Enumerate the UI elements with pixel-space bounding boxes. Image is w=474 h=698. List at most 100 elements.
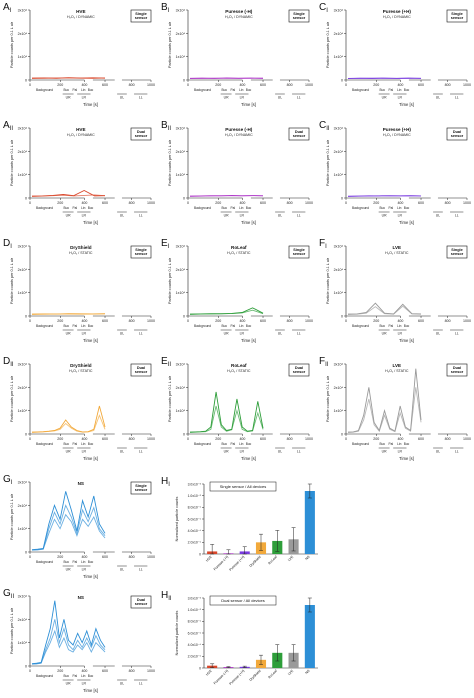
group-label: UL	[120, 682, 124, 686]
chart-title: Dual sensor / All devices	[221, 598, 265, 603]
x-tick-label: 1000	[305, 201, 313, 205]
group-label: UL	[436, 450, 440, 454]
phase-label: Background	[36, 88, 53, 92]
y-tick-label: 1x10⁴	[18, 527, 28, 531]
panel-label: BI	[161, 2, 170, 14]
data-series-line	[31, 513, 106, 551]
phase-label: Buc	[404, 206, 410, 210]
x-axis-title: Time [s]	[399, 102, 414, 107]
panel-d-ii: DII 0 1x10⁴ 2x10⁴ 3x10⁴ Particle counts per 0…	[0, 354, 158, 466]
group-label: LL	[455, 450, 459, 454]
panel-label: AI	[3, 2, 12, 14]
phase-label: Background	[352, 442, 369, 446]
group-label: UR	[382, 214, 387, 218]
x-tick-label: 400	[397, 437, 403, 441]
phase-label: Lin	[239, 206, 243, 210]
phase-label: Pal	[388, 88, 393, 92]
y-tick-label: 0	[183, 79, 185, 83]
group-label: UR	[66, 96, 71, 100]
category-label: RoLeaf	[267, 669, 278, 680]
phase-label: Buc	[404, 88, 410, 92]
chart-title: Puresse (-H)	[225, 9, 253, 14]
x-axis-title: Time [s]	[83, 220, 98, 225]
sensor-label: Dual sensor	[293, 130, 306, 138]
y-tick-label: 1.0x10⁻⁵	[188, 608, 202, 612]
x-tick-label: 400	[239, 437, 245, 441]
phase-label: Pal	[388, 206, 393, 210]
x-tick-label: 400	[81, 201, 87, 205]
x-tick-label: 400	[239, 319, 245, 323]
y-axis-title: Normalized particle counts	[175, 497, 179, 542]
panel-e-ii: EII 0 1x10⁴ 2x10⁴ 3x10⁴ Particle counts per 0…	[158, 354, 316, 466]
x-tick-label: 600	[260, 437, 266, 441]
group-label: UR	[224, 96, 229, 100]
sensor-label: Single sensor	[451, 12, 464, 20]
y-tick-label: 2x10⁴	[334, 268, 344, 272]
x-tick-label: 600	[418, 437, 424, 441]
x-tick-label: 600	[102, 201, 108, 205]
category-label: DryShield	[248, 669, 261, 682]
line-chart: EI 0 1x10⁴ 2x10⁴ 3x10⁴ Particle counts per 0.…	[161, 238, 313, 343]
y-tick-label: 1x10⁴	[176, 55, 186, 59]
chart-subtitle: H₂O₂ / DYNAMIC	[67, 15, 95, 19]
y-tick-label: 2x10⁴	[176, 32, 186, 36]
group-label: UR	[66, 332, 71, 336]
x-tick-label: 1000	[463, 319, 471, 323]
category-label: NS	[304, 554, 311, 561]
x-axis-title: Time [s]	[83, 338, 98, 343]
group-label: UL	[120, 450, 124, 454]
sensor-label: Dual sensor	[293, 366, 306, 374]
y-tick-label: 0	[199, 552, 201, 556]
panel-a-i: AI 0 1x10⁴ 2x10⁴ 3x10⁴ Particle counts per 0.…	[0, 0, 158, 112]
sensor-box	[130, 9, 152, 23]
data-series-line	[31, 504, 106, 551]
group-label: UL	[278, 450, 282, 454]
phase-label: Buc	[404, 324, 410, 328]
x-tick-label: 0	[29, 555, 31, 559]
y-tick-label: 2x10⁴	[18, 504, 28, 508]
y-tick-label: 3x10⁴	[18, 9, 28, 13]
sensor-box	[446, 245, 468, 259]
x-tick-label: 1000	[147, 83, 155, 87]
chart-subtitle: H₂O₂ / DYNAMIC	[383, 133, 411, 137]
x-tick-label: 800	[445, 83, 451, 87]
phase-label: Lin	[397, 324, 401, 328]
x-tick-label: 400	[239, 201, 245, 205]
panel-c-i: CI 0 1x10⁴ 2x10⁴ 3x10⁴ Particle counts per 0.…	[316, 0, 474, 112]
y-tick-label: 2x10⁴	[176, 386, 186, 390]
x-tick-label: 1000	[147, 319, 155, 323]
phase-label: Buc	[246, 206, 252, 210]
y-axis-title: Particle counts per 0.1 L air	[10, 139, 14, 186]
x-axis-title: Time [s]	[241, 220, 256, 225]
sensor-box	[446, 127, 468, 141]
x-tick-label: 200	[373, 319, 379, 323]
group-label: UR	[224, 450, 229, 454]
x-tick-label: 0	[345, 437, 347, 441]
chart-title: DryShield	[70, 245, 92, 250]
panel-g-i: GI 0 1x10⁴ 2x10⁴ 3x10⁴ Particle counts per 0.…	[0, 472, 158, 584]
x-tick-label: 0	[187, 201, 189, 205]
panel-label: FI	[319, 238, 327, 250]
y-tick-label: 2x10⁴	[18, 32, 28, 36]
phase-label: Pal	[230, 88, 235, 92]
line-chart: AI 0 1x10⁴ 2x10⁴ 3x10⁴ Particle counts per 0.…	[3, 2, 155, 107]
panel-label: EII	[161, 356, 171, 368]
y-tick-label: 0	[341, 315, 343, 319]
x-tick-label: 400	[81, 319, 87, 323]
group-label: LL	[297, 450, 301, 454]
y-tick-label: 1x10⁴	[176, 173, 186, 177]
y-tick-label: 4.0x10⁻⁶	[188, 529, 202, 533]
x-tick-label: 400	[81, 555, 87, 559]
data-series-line	[347, 195, 422, 197]
line-chart: GI 0 1x10⁴ 2x10⁴ 3x10⁴ Particle counts per 0.…	[3, 474, 155, 579]
bar	[304, 491, 315, 554]
chart-title: NS	[78, 595, 84, 600]
sensor-box	[446, 9, 468, 23]
group-label: LR	[240, 450, 245, 454]
x-tick-label: 1000	[305, 319, 313, 323]
y-tick-label: 1x10⁴	[334, 291, 344, 295]
group-label: LR	[240, 214, 245, 218]
x-tick-label: 1000	[463, 83, 471, 87]
data-series-line	[189, 309, 264, 315]
group-label: LL	[139, 96, 143, 100]
